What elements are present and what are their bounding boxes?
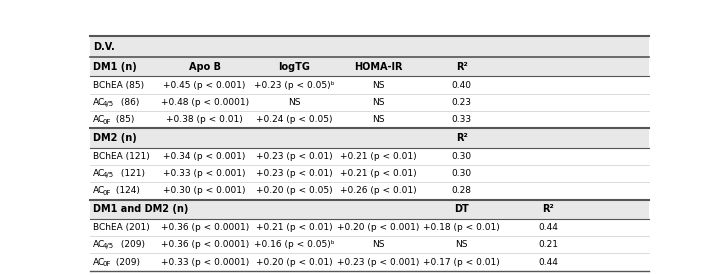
Text: R²: R² — [456, 62, 468, 72]
Text: R²: R² — [456, 133, 468, 143]
Text: +0.18 (p < 0.01): +0.18 (p < 0.01) — [423, 223, 500, 232]
Bar — [90, 236, 649, 254]
Text: AC: AC — [93, 258, 105, 267]
Bar — [90, 200, 649, 219]
Text: +0.23 (p < 0.05)ᵇ: +0.23 (p < 0.05)ᵇ — [254, 81, 335, 90]
Bar — [90, 148, 649, 165]
Text: +0.23 (p < 0.001): +0.23 (p < 0.001) — [337, 258, 419, 267]
Bar — [90, 165, 649, 182]
Text: +0.21 (p < 0.01): +0.21 (p < 0.01) — [340, 169, 416, 178]
Text: 0.23: 0.23 — [452, 98, 472, 107]
Text: R²: R² — [542, 204, 554, 214]
Text: (121): (121) — [118, 169, 144, 178]
Text: 0.30: 0.30 — [451, 152, 472, 161]
Text: 0.30: 0.30 — [451, 169, 472, 178]
Bar — [90, 219, 649, 236]
Bar — [90, 57, 649, 76]
Text: +0.33 (p < 0.0001): +0.33 (p < 0.0001) — [161, 258, 249, 267]
Text: AC: AC — [93, 98, 105, 107]
Bar — [90, 76, 649, 94]
Text: +0.20 (p < 0.01): +0.20 (p < 0.01) — [256, 258, 332, 267]
Text: AC: AC — [93, 240, 105, 249]
Text: NS: NS — [371, 115, 384, 124]
Text: AC: AC — [93, 169, 105, 178]
Text: BChEA (201): BChEA (201) — [93, 223, 150, 232]
Text: +0.48 (p < 0.0001): +0.48 (p < 0.0001) — [161, 98, 249, 107]
Text: +0.16 (p < 0.05)ᵇ: +0.16 (p < 0.05)ᵇ — [254, 240, 335, 249]
Text: +0.21 (p < 0.01): +0.21 (p < 0.01) — [256, 223, 332, 232]
Text: +0.36 (p < 0.0001): +0.36 (p < 0.0001) — [161, 223, 249, 232]
Text: BChEA (85): BChEA (85) — [93, 81, 144, 90]
Text: +0.23 (p < 0.01): +0.23 (p < 0.01) — [256, 152, 332, 161]
Text: +0.38 (p < 0.01): +0.38 (p < 0.01) — [167, 115, 243, 124]
Text: 0F: 0F — [103, 190, 112, 196]
Text: 0.44: 0.44 — [539, 223, 558, 232]
Text: logTG: logTG — [278, 62, 310, 72]
Text: (85): (85) — [113, 115, 134, 124]
Text: DM1 (n): DM1 (n) — [93, 62, 137, 72]
Text: (124): (124) — [113, 186, 140, 196]
Text: DM1 and DM2 (n): DM1 and DM2 (n) — [93, 204, 188, 214]
Text: +0.21 (p < 0.01): +0.21 (p < 0.01) — [340, 152, 416, 161]
Text: DM2 (n): DM2 (n) — [93, 133, 137, 143]
Text: +0.24 (p < 0.05): +0.24 (p < 0.05) — [256, 115, 332, 124]
Text: +0.20 (p < 0.001): +0.20 (p < 0.001) — [337, 223, 419, 232]
Text: (86): (86) — [118, 98, 139, 107]
Text: 0.44: 0.44 — [539, 258, 558, 267]
Text: DT: DT — [454, 204, 469, 214]
Bar — [90, 111, 649, 128]
Bar — [90, 254, 649, 271]
Text: NS: NS — [371, 81, 384, 90]
Text: NS: NS — [371, 98, 384, 107]
Text: +0.30 (p < 0.001): +0.30 (p < 0.001) — [164, 186, 246, 196]
Text: 0F: 0F — [103, 119, 112, 125]
Text: +0.23 (p < 0.01): +0.23 (p < 0.01) — [256, 169, 332, 178]
Text: +0.20 (p < 0.05): +0.20 (p < 0.05) — [256, 186, 332, 196]
Text: 4/5: 4/5 — [103, 101, 114, 107]
Text: +0.26 (p < 0.01): +0.26 (p < 0.01) — [340, 186, 416, 196]
Text: (209): (209) — [118, 240, 144, 249]
Text: +0.33 (p < 0.001): +0.33 (p < 0.001) — [164, 169, 246, 178]
Text: 4/5: 4/5 — [103, 243, 114, 249]
Text: Apo B: Apo B — [189, 62, 221, 72]
Text: +0.17 (p < 0.01): +0.17 (p < 0.01) — [423, 258, 500, 267]
Text: 0.28: 0.28 — [452, 186, 472, 196]
Text: D.V.: D.V. — [93, 42, 115, 52]
Text: +0.45 (p < 0.001): +0.45 (p < 0.001) — [164, 81, 246, 90]
Text: +0.34 (p < 0.001): +0.34 (p < 0.001) — [164, 152, 246, 161]
Text: HOMA-IR: HOMA-IR — [353, 62, 402, 72]
Text: AC: AC — [93, 186, 105, 196]
Text: 0F: 0F — [103, 261, 112, 267]
Text: 4/5: 4/5 — [103, 172, 114, 178]
Bar — [90, 182, 649, 200]
Bar — [90, 94, 649, 111]
Text: 0.21: 0.21 — [539, 240, 558, 249]
Text: 0.40: 0.40 — [452, 81, 472, 90]
Bar — [90, 36, 649, 57]
Bar — [90, 128, 649, 148]
Text: +0.36 (p < 0.0001): +0.36 (p < 0.0001) — [161, 240, 249, 249]
Text: NS: NS — [456, 240, 468, 249]
Text: NS: NS — [371, 240, 384, 249]
Text: NS: NS — [288, 98, 301, 107]
Text: AC: AC — [93, 115, 105, 124]
Text: 0.33: 0.33 — [451, 115, 472, 124]
Text: BChEA (121): BChEA (121) — [93, 152, 150, 161]
Text: (209): (209) — [113, 258, 140, 267]
